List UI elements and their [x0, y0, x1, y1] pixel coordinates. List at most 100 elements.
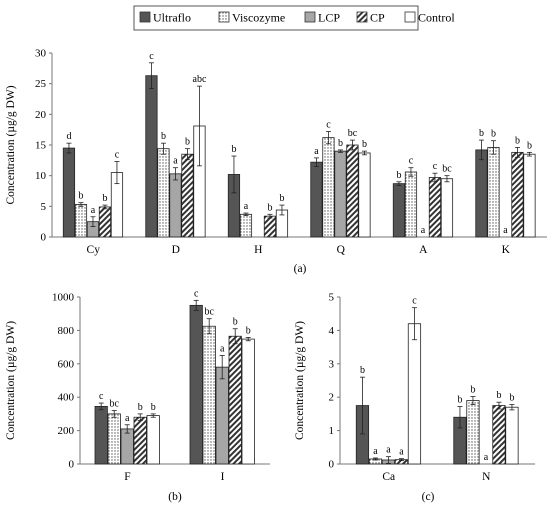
- significance-letter: a: [244, 201, 249, 212]
- y-tick-label: 2: [329, 392, 335, 404]
- significance-letter: c: [412, 296, 417, 307]
- legend-swatch-lcp: [304, 11, 316, 23]
- bar-ultraflo-Q: [310, 161, 323, 238]
- significance-letter: a: [125, 413, 130, 424]
- chart-panel-b: 0 200 400 600 800 1000 Concentration (µg/g DW)…: [5, 288, 270, 503]
- bar-cp-D: [181, 153, 194, 238]
- significance-letter: b: [457, 395, 462, 406]
- significance-letter: b: [78, 191, 83, 202]
- bar-viscozyme-D: [157, 148, 170, 238]
- significance-letter: d: [66, 131, 71, 142]
- y-axis-label: Concentration (µg/g DW): [5, 321, 17, 440]
- significance-letter: a: [484, 452, 489, 463]
- y-axis-label: Concentration (µg/g DW): [5, 85, 17, 204]
- x-tick-label-D: D: [172, 244, 180, 256]
- significance-letter: b: [491, 129, 496, 140]
- bar-control-K: [523, 153, 536, 238]
- significance-letter: b: [515, 135, 520, 146]
- x-tick-label-Ca: Ca: [382, 471, 395, 483]
- bar-viscozyme-F: [107, 413, 121, 465]
- legend-label-cp: CP: [370, 11, 385, 25]
- bar-cp-N: [492, 405, 506, 465]
- significance-letter: b: [185, 137, 190, 148]
- bar-cp-I: [228, 335, 242, 465]
- x-tick-label-Q: Q: [337, 244, 346, 256]
- bar-viscozyme-I: [202, 325, 216, 465]
- significance-letter: a: [173, 156, 178, 167]
- significance-letter: b: [102, 193, 107, 204]
- legend-swatch-ultraflo: [139, 11, 151, 23]
- bar-control-I: [241, 338, 255, 465]
- bar-viscozyme-N: [466, 400, 480, 465]
- significance-letter: c: [409, 156, 414, 167]
- x-tick-label-F: F: [124, 471, 130, 483]
- y-tick-label: 5: [41, 201, 47, 213]
- significance-letter: b: [527, 140, 532, 151]
- significance-letter: a: [220, 343, 225, 354]
- significance-letter: bc: [348, 128, 358, 139]
- y-tick-label: 0: [69, 459, 75, 471]
- significance-letter: b: [161, 131, 166, 142]
- bar-ultraflo-Cy: [62, 147, 76, 238]
- significance-letter: b: [396, 170, 401, 181]
- bar-control-Q: [358, 152, 371, 238]
- legend-label-viscozyme: Viscozyme: [232, 11, 285, 25]
- y-tick-label: 5: [329, 292, 335, 304]
- significance-letter: b: [509, 393, 514, 404]
- bar-cp-F: [133, 416, 147, 465]
- bar-lcp-F: [120, 428, 134, 465]
- x-tick-label-K: K: [502, 244, 511, 256]
- bar-control-A: [440, 178, 454, 238]
- legend-swatch-control: [404, 11, 416, 23]
- y-tick-label: 3: [329, 358, 335, 370]
- y-tick-label: 1: [329, 425, 335, 437]
- x-tick-label-A: A: [419, 244, 428, 256]
- bar-control-Ca: [407, 323, 422, 465]
- legend-label-ultraflo: Ultraflo: [153, 11, 191, 25]
- significance-letter: a: [314, 146, 319, 157]
- bar-ultraflo-D: [145, 75, 158, 238]
- y-tick-label: 10: [35, 170, 47, 182]
- panel-label: (b): [168, 491, 182, 503]
- significance-letter: bc: [109, 399, 119, 410]
- bar-lcp-D: [169, 173, 182, 238]
- y-tick-label: 1000: [52, 292, 75, 304]
- y-tick-label: 800: [58, 325, 75, 337]
- bar-cp-Q: [346, 144, 359, 238]
- significance-letter: a: [91, 205, 96, 216]
- bar-lcp-I: [215, 366, 229, 465]
- significance-letter: bc: [442, 164, 452, 175]
- significance-letter: b: [470, 385, 475, 396]
- y-tick-label: 200: [58, 425, 75, 437]
- bar-viscozyme-Q: [322, 137, 335, 238]
- significance-letter: b: [138, 402, 143, 413]
- significance-letter: b: [151, 402, 156, 413]
- legend-swatch-viscozyme: [218, 11, 230, 23]
- significance-letter: a: [373, 446, 378, 457]
- y-tick-label: 400: [58, 392, 75, 404]
- bar-cp-K: [511, 151, 524, 238]
- significance-letter: a: [421, 225, 426, 236]
- significance-letter: c: [433, 161, 438, 172]
- significance-letter: a: [503, 225, 508, 236]
- significance-letter: bc: [204, 307, 214, 318]
- significance-letter: c: [115, 150, 120, 161]
- y-axis-label: Concentration (µg/g DW): [294, 321, 306, 440]
- bar-ultraflo-K: [475, 149, 488, 238]
- panel-label: (c): [422, 491, 435, 503]
- significance-letter: b: [360, 365, 365, 376]
- y-tick-label: 4: [329, 325, 335, 337]
- bar-viscozyme-H: [239, 213, 253, 238]
- bar-viscozyme-A: [404, 171, 418, 238]
- y-tick-label: 0: [41, 232, 47, 244]
- bar-control-F: [146, 415, 160, 465]
- y-tick-label: 20: [35, 109, 47, 121]
- bar-ultraflo-A: [392, 183, 406, 238]
- bar-control-N: [505, 406, 519, 465]
- panel-label: (a): [294, 263, 307, 275]
- significance-letter: b: [479, 128, 484, 139]
- significance-letter: b: [267, 202, 272, 213]
- x-tick-label-N: N: [482, 471, 491, 483]
